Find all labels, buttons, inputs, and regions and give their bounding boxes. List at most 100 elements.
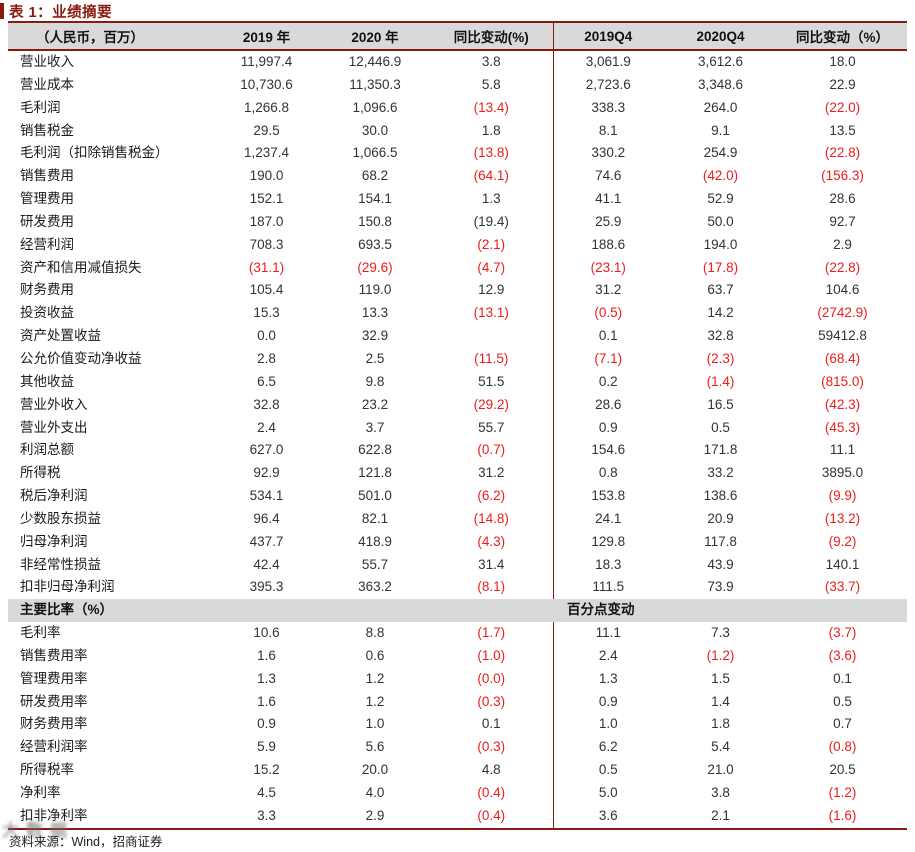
cell-yoy: (13.4) (473, 99, 509, 115)
cell-2020q4: 264.0 (703, 99, 738, 115)
header-yoy-change: 同比变动(%) (430, 21, 553, 51)
cell-q4-yoy: (22.8) (824, 259, 861, 275)
cell-2020q4: (42.0) (702, 168, 739, 184)
table-row: 公允价值变动净收益 2.8 2.5 (11.5) (7.1) (2.3) (68.4) (8, 347, 907, 371)
header-2020q4: 2020Q4 (663, 21, 778, 51)
cell-2020: 30.0 (361, 122, 389, 138)
cell-yoy: (0.3) (477, 693, 506, 709)
cell-yoy: (2.1) (477, 236, 506, 252)
cell-2019: 96.4 (253, 510, 280, 526)
cell-2020q4: 117.8 (704, 533, 737, 549)
cell-2019: 1.3 (257, 670, 276, 686)
row-label: 毛利率 (20, 625, 61, 641)
cell-2019: 1,266.8 (243, 99, 290, 115)
row-label: 销售费用 (20, 168, 74, 184)
cell-2019q4: 330.2 (552, 142, 663, 166)
cell-2019: 2.8 (257, 350, 276, 366)
cell-2019: 627.0 (249, 442, 284, 458)
row-label: 销售费用率 (20, 647, 88, 663)
row-label: 公允价值变动净收益 (20, 350, 142, 366)
cell-2020q4: (2.3) (706, 350, 735, 366)
cell-2020q4: 171.8 (703, 442, 738, 458)
cell-q4-yoy: (68.4) (824, 350, 861, 366)
row-label: 资产处置收益 (20, 328, 101, 344)
cell-2019q4: 5.0 (552, 782, 663, 805)
row-label: 投资收益 (20, 305, 74, 321)
cell-2020q4: 33.2 (707, 465, 734, 481)
cell-yoy: 1.3 (481, 191, 501, 207)
header-2020: 2020 年 (320, 21, 430, 51)
cell-yoy: (8.1) (477, 579, 506, 595)
table-row: 经营利润率 5.9 5.6 (0.3) 6.2 5.4 (0.8) (8, 736, 907, 760)
cell-2019: 395.3 (249, 579, 284, 595)
cell-yoy: 12.9 (478, 282, 505, 298)
cell-q4-yoy: 104.6 (825, 282, 860, 298)
cell-2020: 8.8 (365, 625, 385, 641)
cell-2019q4: 41.1 (552, 188, 663, 211)
cell-2019q4: 2.4 (552, 644, 663, 668)
cell-yoy (430, 325, 553, 348)
cell-yoy: 4.8 (481, 762, 501, 778)
cell-2019q4: 0.5 (552, 759, 663, 782)
cell-2020q4: 16.5 (707, 396, 734, 412)
cell-2019q4: 25.9 (552, 210, 663, 234)
row-label: 营业外收入 (20, 396, 88, 412)
cell-2019: 11,997.4 (240, 54, 293, 69)
cell-2020q4: 1.4 (711, 693, 730, 709)
cell-q4-yoy: 22.9 (829, 76, 856, 92)
cell-2020q4: 50.0 (707, 213, 734, 229)
cell-2019: 15.3 (253, 305, 280, 321)
cell-2019: 6.5 (257, 373, 276, 389)
cell-2020q4: 254.9 (703, 145, 738, 161)
cell-2020: 55.7 (361, 556, 389, 572)
cell-q4-yoy: (1.6) (828, 807, 857, 823)
cell-q4-yoy: (42.3) (824, 396, 861, 412)
section-header-row: 主要比率（%） 百分点变动 (8, 599, 907, 623)
row-label: 管理费用率 (20, 670, 88, 686)
table-row: 净利率 4.5 4.0 (0.4) 5.0 3.8 (1.2) (8, 782, 907, 805)
table-row: 非经常性损益 42.4 55.7 31.4 18.3 43.9 140.1 (8, 553, 907, 577)
page-title: 表 1：业绩摘要 (9, 4, 113, 21)
cell-2020: 1.0 (365, 716, 385, 732)
financial-summary-table: （人民币，百万） 2019 年 2020 年 同比变动(%) 2019Q4 20… (8, 21, 907, 830)
cell-2020: 2.5 (365, 350, 385, 366)
cell-2020: 82.1 (361, 510, 389, 526)
source-note: 资料来源：Wind，招商证券 (9, 835, 163, 849)
cell-q4-yoy: 59412.8 (818, 328, 867, 344)
cell-yoy: (6.2) (477, 488, 506, 504)
cell-2020q4: 21.0 (707, 762, 734, 778)
table-row: 销售税金 29.5 30.0 1.8 8.1 9.1 13.5 (8, 119, 907, 143)
cell-2020q4: 3,612.6 (697, 54, 744, 69)
cell-2019q4: 3,061.9 (552, 50, 663, 74)
cell-2019q4: 1.3 (552, 667, 663, 691)
cell-2020q4: 1.5 (711, 670, 730, 686)
cell-2019: 534.1 (249, 488, 284, 504)
header-row: （人民币，百万） 2019 年 2020 年 同比变动(%) 2019Q4 20… (8, 21, 907, 51)
table-row: 资产处置收益 0.0 32.9 0.1 32.8 59412.8 (8, 325, 907, 348)
row-label: 净利率 (20, 785, 61, 800)
cell-yoy: (64.1) (473, 168, 509, 184)
cell-2020: 1,096.6 (352, 99, 398, 115)
cell-q4-yoy: (3.6) (828, 647, 857, 663)
header-q4-yoy-change: 同比变动（%） (778, 21, 907, 51)
cell-2020q4: 9.1 (711, 122, 730, 138)
cell-2020: 1.2 (365, 670, 385, 686)
cell-2019: 1.6 (257, 647, 276, 663)
cell-2020: 3.7 (365, 419, 385, 435)
cell-2020q4: 7.3 (711, 625, 730, 641)
cell-yoy: (11.5) (474, 350, 509, 366)
cell-2019q4: 28.6 (552, 393, 663, 417)
cell-2019: 105.4 (249, 282, 284, 298)
cell-q4-yoy: (815.0) (821, 373, 864, 389)
table-row: 财务费用 105.4 119.0 12.9 31.2 63.7 104.6 (8, 279, 907, 303)
cell-2019q4: 3.6 (552, 804, 663, 829)
cell-yoy: (14.8) (473, 510, 509, 526)
row-label: 研发费用率 (20, 693, 88, 709)
row-label: 归母净利润 (20, 533, 88, 549)
cell-q4-yoy: (9.9) (828, 488, 857, 504)
row-label: 营业收入 (20, 54, 74, 69)
table-row: 研发费用 187.0 150.8 (19.4) 25.9 50.0 92.7 (8, 210, 907, 234)
cell-yoy: (1.7) (477, 625, 506, 641)
cell-2020: 622.8 (358, 442, 392, 458)
